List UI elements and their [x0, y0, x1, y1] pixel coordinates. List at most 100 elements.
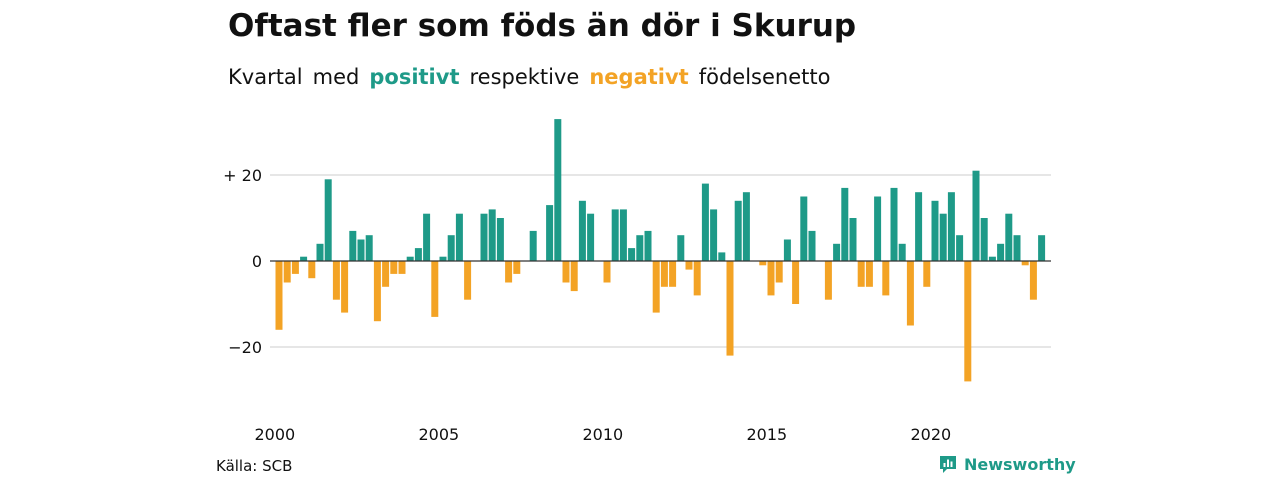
bar-positive [636, 235, 644, 261]
bar-positive [300, 256, 308, 261]
bar-negative [857, 261, 865, 287]
bar-positive [529, 230, 537, 261]
bar-positive [496, 218, 504, 261]
bar-negative [865, 261, 873, 287]
bar-positive [406, 256, 414, 261]
bar-positive [939, 213, 947, 261]
bar-positive [833, 243, 841, 261]
bar-negative [964, 261, 972, 382]
bar-negative [398, 261, 406, 274]
x-tick-label: 2010 [583, 425, 624, 444]
chart-subtitle: Kvartal med positivt respektive negativt föde… [228, 62, 840, 92]
bar-negative [669, 261, 677, 287]
bar-negative [923, 261, 931, 287]
subtitle-text-3: respektive [469, 65, 580, 89]
bar-positive [783, 239, 791, 261]
bar-negative [685, 261, 693, 270]
bar-negative [775, 261, 783, 283]
bar-negative [652, 261, 660, 313]
bar-positive [628, 248, 636, 261]
bar-positive [488, 209, 496, 261]
grid-layer: + 20 0 −20 [223, 166, 1051, 357]
bar-positive [349, 230, 357, 261]
bar-negative [767, 261, 775, 296]
bar-positive [898, 243, 906, 261]
bar-negative [382, 261, 390, 287]
brand-name: Newsworthy [964, 454, 1076, 474]
bar-positive [972, 170, 980, 261]
bar-positive [980, 218, 988, 261]
bar-negative [570, 261, 578, 292]
bar-negative [726, 261, 734, 356]
bar-positive [734, 200, 742, 261]
subtitle-text-1: Kvartal [228, 65, 303, 89]
bar-positive [849, 218, 857, 261]
bar-negative [275, 261, 283, 330]
bar-positive [800, 196, 808, 261]
bar-negative [332, 261, 340, 300]
bar-positive [414, 248, 422, 261]
bar-positive [546, 205, 554, 261]
y-tick-label: + 20 [223, 166, 262, 185]
bar-positive [587, 213, 595, 261]
x-axis-ticks: 2000 2005 2010 2015 2020 [255, 425, 952, 444]
bar-negative [1021, 261, 1029, 266]
bar-positive [611, 209, 619, 261]
bar-negative [431, 261, 439, 317]
bar-positive [423, 213, 431, 261]
bar-positive [480, 213, 488, 261]
bar-positive [718, 252, 726, 261]
source-note: Källa: SCB [216, 457, 293, 475]
bar-negative [390, 261, 398, 274]
bar-positive [915, 192, 923, 261]
bar-positive [742, 192, 750, 261]
bar-positive [357, 239, 365, 261]
y-tick-label: −20 [228, 338, 262, 357]
bar-negative [291, 261, 299, 274]
bar-positive [439, 256, 447, 261]
bar-negative [373, 261, 381, 322]
bar-positive [1013, 235, 1021, 261]
subtitle-text-4: födelsenetto [698, 65, 831, 89]
bar-positive [841, 187, 849, 261]
bar-positive [956, 235, 964, 261]
bar-positive [455, 213, 463, 261]
subtitle-positive-word: positivt [369, 65, 460, 89]
bar-positive [890, 187, 898, 261]
newsworthy-icon [940, 456, 956, 473]
subtitle-text-2: med [312, 65, 360, 89]
bar-negative [562, 261, 570, 283]
bar-positive [808, 230, 816, 261]
bar-negative [464, 261, 472, 300]
bar-negative [693, 261, 701, 296]
bar-negative [824, 261, 832, 300]
y-tick-label: 0 [252, 252, 262, 271]
bar-positive [701, 183, 709, 261]
bar-positive [447, 235, 455, 261]
subtitle-negative-word: negativt [589, 65, 689, 89]
bar-negative [283, 261, 291, 283]
bar-positive [578, 200, 586, 261]
chart-title: Oftast fler som föds än dör i Skurup [228, 8, 857, 44]
bar-negative [759, 261, 767, 266]
bar-negative [513, 261, 521, 274]
brand-logo: Newsworthy [938, 454, 1076, 474]
bar-positive [619, 209, 627, 261]
bar-positive [554, 119, 562, 261]
bar-positive [997, 243, 1005, 261]
bar-negative [1029, 261, 1037, 300]
bar-positive [1005, 213, 1013, 261]
bar-negative [505, 261, 513, 283]
bar-positive [677, 235, 685, 261]
bar-positive [931, 200, 939, 261]
bar-positive [710, 209, 718, 261]
bar-positive [644, 230, 652, 261]
bar-negative [792, 261, 800, 304]
bar-positive [365, 235, 373, 261]
bars-layer [275, 119, 1046, 382]
bar-positive [1038, 235, 1046, 261]
bar-positive [316, 243, 324, 261]
bar-negative [341, 261, 349, 313]
bar-positive [874, 196, 882, 261]
